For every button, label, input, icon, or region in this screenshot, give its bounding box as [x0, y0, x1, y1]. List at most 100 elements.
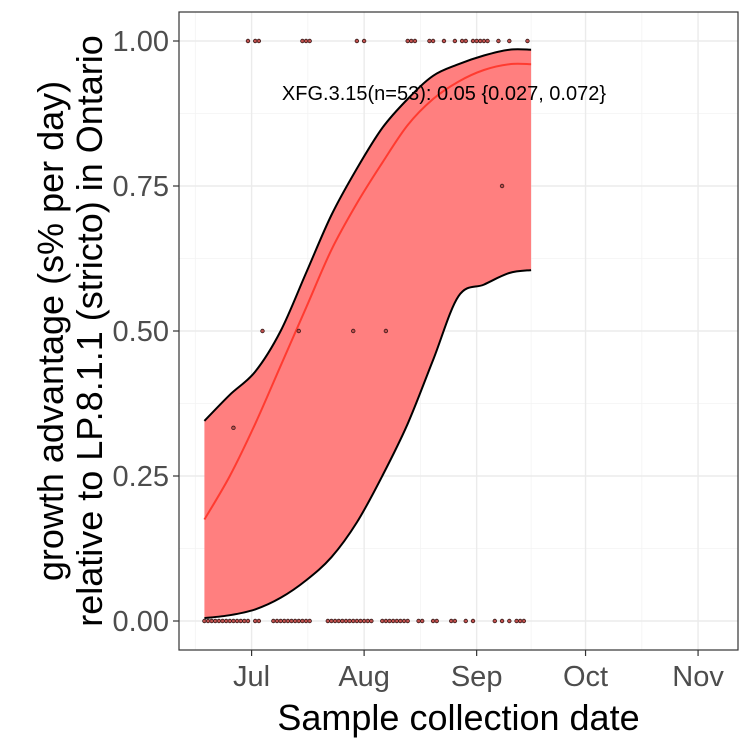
data-point: [351, 618, 356, 624]
x-tick-label: Nov: [672, 661, 724, 693]
data-point: [507, 38, 512, 44]
y-tick-label: 0.50: [113, 316, 169, 348]
data-point: [365, 618, 370, 624]
x-tick-label: Oct: [563, 661, 608, 693]
data-point: [518, 618, 523, 624]
data-point: [409, 38, 414, 44]
data-point: [430, 618, 436, 624]
data-point: [234, 618, 240, 624]
y-axis: 0.00 0.25 0.50 0.75 1.00: [113, 26, 179, 638]
data-point: [427, 38, 432, 44]
data-point: [253, 618, 258, 624]
data-point: [452, 618, 458, 624]
data-point: [354, 38, 360, 44]
data-point: [474, 38, 479, 44]
data-point: [292, 618, 298, 624]
data-point: [499, 183, 505, 189]
data-point: [416, 618, 421, 624]
y-tick-label: 0.00: [113, 606, 169, 638]
data-point: [496, 38, 501, 44]
data-point: [507, 618, 512, 624]
data-point: [296, 328, 301, 334]
data-point: [470, 38, 476, 44]
data-point: [369, 618, 374, 624]
data-point: [202, 618, 207, 624]
data-point: [242, 618, 247, 624]
data-point: [340, 618, 345, 624]
data-point: [205, 618, 211, 624]
data-point: [361, 38, 367, 44]
x-axis: Jul Aug Sep Oct Nov: [233, 650, 724, 693]
data-point: [213, 618, 218, 624]
y-axis-title-line2: relative to LP.8.1.1 (stricto) in Ontari…: [69, 35, 110, 627]
confidence-ribbon: [204, 49, 532, 619]
data-point: [296, 618, 301, 624]
fit-line: [203, 62, 532, 521]
data-point: [394, 618, 399, 624]
data-point: [223, 618, 229, 624]
data-point: [398, 618, 403, 624]
data-point: [332, 618, 338, 624]
data-point: [405, 618, 410, 624]
data-point: [220, 618, 225, 624]
data-point: [227, 618, 233, 624]
data-point: [260, 328, 265, 334]
data-point: [347, 618, 352, 624]
data-point: [478, 38, 483, 44]
data-point: [336, 618, 341, 624]
data-point: [412, 38, 418, 44]
data-point: [343, 618, 349, 624]
data-point: [303, 38, 309, 44]
data-point: [514, 618, 519, 624]
y-tick-label: 0.75: [113, 171, 169, 203]
grid-major: [179, 12, 738, 650]
data-point: [231, 425, 236, 431]
data-points: [202, 38, 530, 624]
x-axis-title: Sample collection date: [277, 697, 639, 738]
data-point: [481, 38, 487, 44]
data-point: [383, 328, 389, 334]
data-point: [441, 38, 447, 44]
data-point: [525, 38, 530, 44]
data-point: [274, 618, 280, 624]
data-point: [463, 38, 468, 44]
confidence-lower-line: [204, 269, 532, 620]
data-point: [383, 618, 389, 624]
data-point: [300, 38, 305, 44]
data-point: [245, 38, 251, 44]
data-point: [361, 618, 367, 624]
x-tick-label: Jul: [233, 661, 270, 693]
data-point: [256, 38, 262, 44]
data-point: [499, 618, 505, 624]
data-point: [245, 618, 251, 624]
data-point: [231, 618, 236, 624]
data-point: [354, 618, 360, 624]
data-point: [459, 38, 465, 44]
data-point: [256, 618, 262, 624]
x-tick-label: Sep: [451, 661, 503, 693]
data-point: [358, 618, 363, 624]
data-point: [449, 618, 454, 624]
data-point: [485, 38, 490, 44]
data-point: [434, 618, 439, 624]
data-point: [521, 618, 527, 624]
data-point: [300, 618, 305, 624]
data-point: [351, 328, 356, 334]
data-point: [282, 618, 287, 624]
data-point: [420, 618, 425, 624]
data-point: [405, 38, 410, 44]
data-point: [238, 618, 243, 624]
x-tick-label: Aug: [338, 661, 390, 693]
data-point: [452, 38, 458, 44]
data-point: [271, 618, 276, 624]
data-point: [278, 618, 283, 624]
model-annotation: XFG.3.15(n=53): 0.05 {0.027, 0.072}: [282, 83, 606, 105]
data-point: [430, 38, 436, 44]
confidence-upper-line: [203, 48, 532, 422]
data-point: [307, 38, 312, 44]
data-point: [325, 618, 331, 624]
data-point: [470, 618, 476, 624]
data-point: [307, 618, 312, 624]
data-point: [463, 618, 468, 624]
